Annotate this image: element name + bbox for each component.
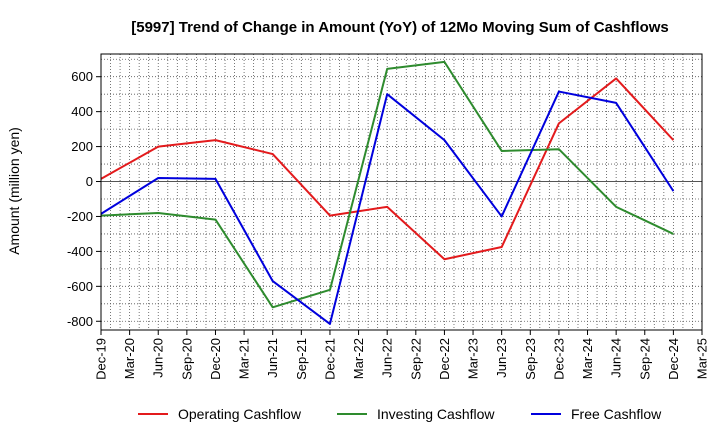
x-tick-label: Jun-21: [265, 338, 280, 378]
x-tick-label: Mar-24: [580, 338, 595, 379]
legend-label: Operating Cashflow: [178, 406, 302, 422]
legend: Operating Cashflow Investing Cashflow Free…: [138, 406, 662, 422]
x-tick-label: Mar-21: [237, 338, 252, 379]
x-tick-label: Jun-20: [151, 338, 166, 378]
y-tick-label: -200: [67, 209, 93, 224]
x-tick-label: Dec-24: [666, 338, 681, 380]
plot-frame: [100, 53, 703, 331]
x-tick-label: Sep-23: [523, 338, 538, 380]
x-tick-label: Dec-23: [551, 338, 566, 380]
y-tick-label: 200: [71, 139, 93, 154]
series-group: [100, 60, 675, 325]
x-tick-label: Dec-21: [322, 338, 337, 380]
x-tick-label: Mar-22: [351, 338, 366, 379]
y-tick-label: -800: [67, 314, 93, 329]
grid: [101, 54, 702, 330]
y-ticks: -800 -600 -400 -200 0 200 400 600: [67, 69, 101, 329]
series-line-operating-cashflow: [100, 77, 675, 261]
y-tick-label: 0: [86, 174, 93, 189]
x-tick-label: Sep-24: [637, 338, 652, 380]
x-tick-label: Jun-22: [380, 338, 395, 378]
x-tick-label: Sep-21: [294, 338, 309, 380]
y-tick-label: -400: [67, 244, 93, 259]
x-tick-label: Mar-20: [122, 338, 137, 379]
y-tick-label: 400: [71, 104, 93, 119]
y-axis-label: Amount (million yen): [6, 127, 22, 255]
x-tick-label: Jun-24: [609, 338, 624, 378]
x-tick-label: Dec-20: [208, 338, 223, 380]
x-tick-label: Mar-25: [695, 338, 710, 379]
series-line-investing-cashflow: [100, 60, 674, 309]
chart-title: [5997] Trend of Change in Amount (YoY) o…: [131, 19, 669, 36]
x-tick-label: Jun-23: [494, 338, 509, 378]
y-tick-label: 600: [71, 69, 93, 84]
legend-label: Free Cashflow: [571, 406, 662, 422]
series-line-free-cashflow: [100, 90, 675, 325]
x-tick-label: Sep-20: [179, 338, 194, 380]
x-tick-label: Dec-19: [94, 338, 109, 380]
x-tick-label: Sep-22: [408, 338, 423, 380]
x-tick-label: Mar-23: [466, 338, 481, 379]
x-ticks: Dec-19 Mar-20 Jun-20 Sep-20 Dec-20 Mar-21 Jun-…: [94, 330, 710, 380]
legend-label: Investing Cashflow: [377, 406, 495, 422]
x-tick-label: Dec-22: [437, 338, 452, 380]
y-tick-label: -600: [67, 279, 93, 294]
